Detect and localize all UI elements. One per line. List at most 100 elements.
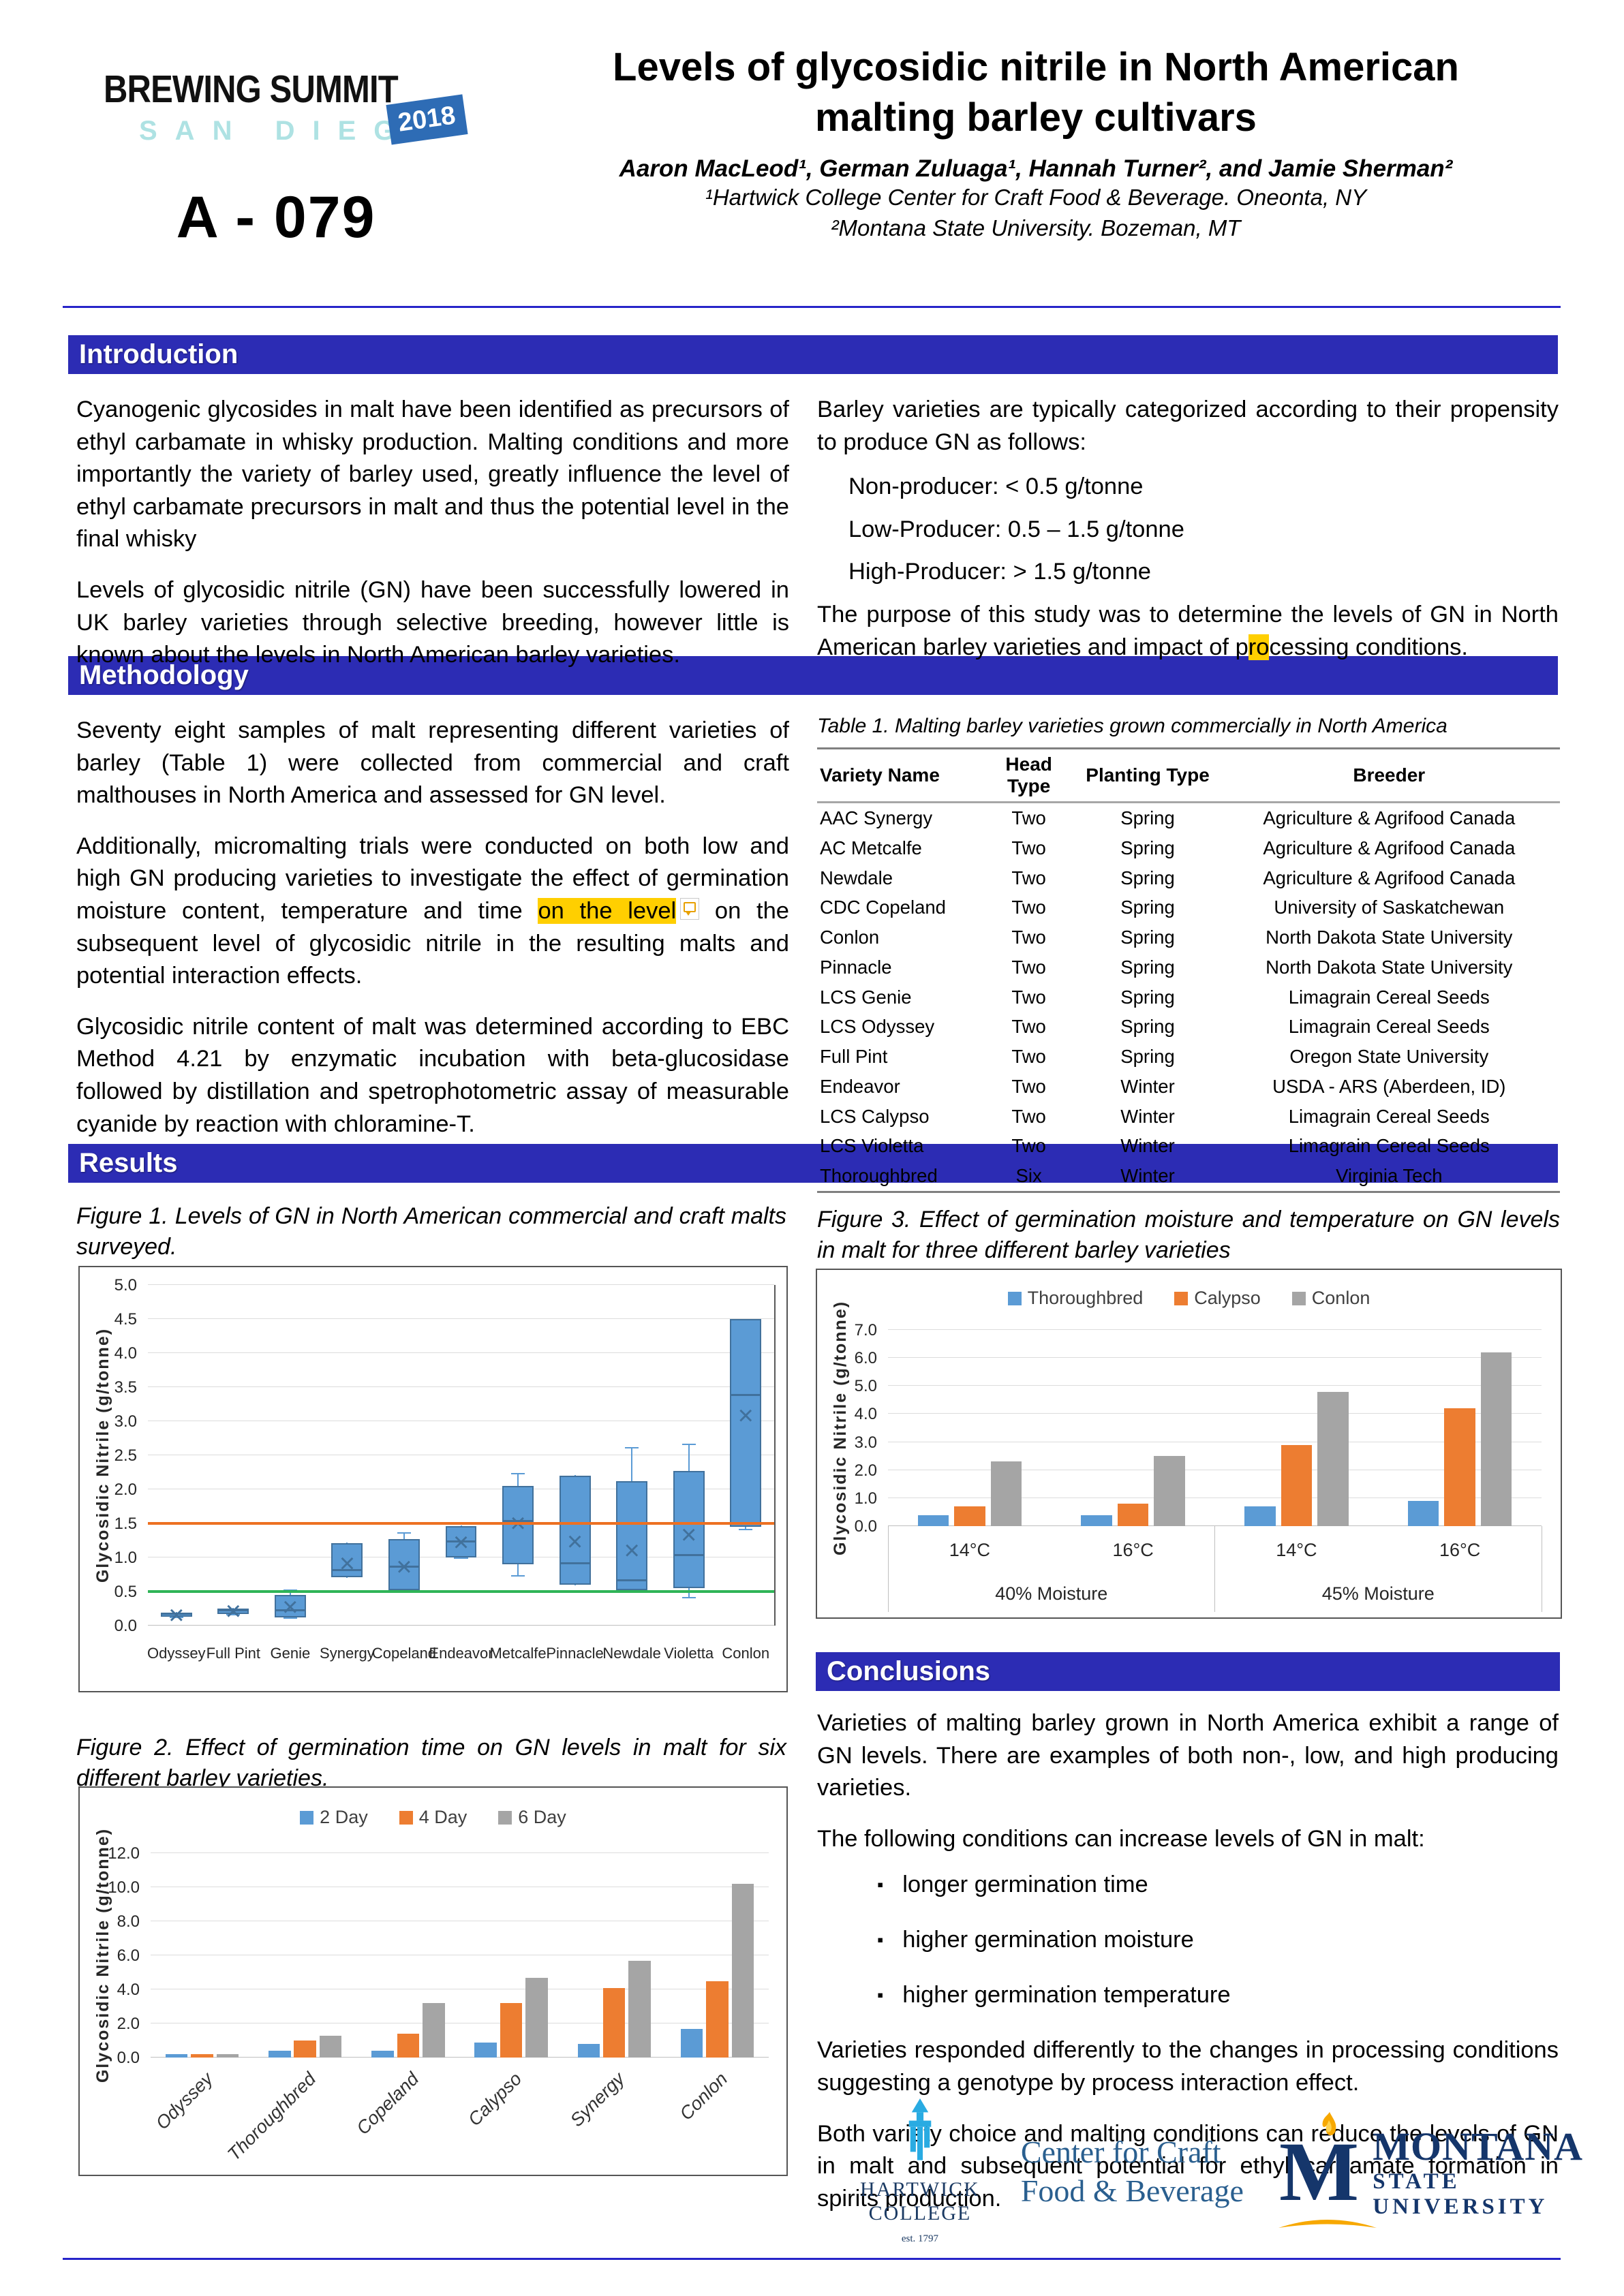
x-tick-label: Odyssey xyxy=(151,2068,217,2134)
y-tick-label: 3.5 xyxy=(114,1378,137,1397)
gridline xyxy=(148,1352,774,1353)
table1-cell: Spring xyxy=(1120,1046,1175,1067)
median-line xyxy=(388,1566,420,1568)
median-line xyxy=(274,1609,306,1611)
table1-cell: LCS Odyssey xyxy=(820,1016,935,1038)
table1-cell: Winter xyxy=(1120,1105,1175,1127)
gridline xyxy=(148,1625,774,1626)
msu-m-letter: M xyxy=(1279,2124,1360,2218)
table1-cell: Two xyxy=(1011,807,1046,828)
box xyxy=(388,1539,420,1590)
table1-row: LCS Genie Two Spring Limagrain Cereal Seeds xyxy=(817,982,1560,1012)
table1-cell: Two xyxy=(1011,1075,1046,1097)
bar-4 Day xyxy=(191,2054,213,2058)
introduction-left-column: Cyanogenic glycosides in malt have been … xyxy=(76,394,789,690)
x-tick-label: Endeavor xyxy=(429,1645,493,1662)
mean-marker: × xyxy=(339,1549,356,1579)
logo-san-diego-text: SAN DIEGO xyxy=(139,116,452,146)
bar-Conlon xyxy=(1317,1391,1349,1526)
legend-swatch xyxy=(300,1810,314,1825)
table1-cell: LCS Calypso xyxy=(820,1105,930,1127)
bar-Conlon xyxy=(990,1461,1022,1526)
legend-item-2 Day: 2 Day xyxy=(300,1807,368,1828)
y-tick-label: 3.0 xyxy=(114,1412,137,1431)
bar-2 Day xyxy=(269,2051,291,2058)
bar-6 Day xyxy=(319,2035,342,2058)
x-tick-label: Conlon xyxy=(722,1645,770,1662)
y-tick-label: 4.0 xyxy=(854,1405,877,1424)
legend-item-Calypso: Calypso xyxy=(1174,1288,1261,1309)
legend-label: 4 Day xyxy=(418,1807,468,1827)
y-tick-label: 0.5 xyxy=(114,1583,137,1601)
table1-row: LCS Violetta Two Winter Limagrain Cereal Se… xyxy=(817,1131,1560,1161)
conclusions-bullet-1: ▪ longer germination time xyxy=(817,1869,1559,1901)
bar-Calypso xyxy=(1117,1504,1149,1526)
bullet-text: higher germination temperature xyxy=(902,1982,1231,2008)
table1-cell: Agriculture & Agrifood Canada xyxy=(1263,837,1516,858)
x-tick-label: Violetta xyxy=(664,1645,714,1662)
axis-divider xyxy=(887,1526,889,1612)
bar-2 Day xyxy=(474,2042,497,2058)
bar-4 Day xyxy=(397,2034,420,2058)
comment-highlight: ro xyxy=(1248,634,1270,660)
y-tick-label: 1.0 xyxy=(114,1549,137,1567)
x-tick-label: Pinnacle xyxy=(546,1645,604,1662)
msu-wordmark: MONTANA STATE UNIVERSITY xyxy=(1373,2124,1599,2220)
bar-4 Day xyxy=(294,2041,316,2058)
table1-cell: CDC Copeland xyxy=(820,897,946,918)
whisker-cap-bottom xyxy=(681,1597,696,1598)
median-line xyxy=(502,1520,534,1522)
figure3-caption: Figure 3. Effect of germination moisture… xyxy=(817,1207,1560,1263)
y-tick-label: 1.5 xyxy=(114,1515,137,1533)
intro-paragraph-2: Levels of glycosidic nitrile (GN) have b… xyxy=(76,577,789,668)
table1-cell: Six xyxy=(980,1161,1077,1193)
mean-marker: × xyxy=(737,1401,754,1431)
x-tick-label: 14°C xyxy=(1276,1540,1317,1560)
intro-category-non-producer: Non-producer: < 0.5 g/tonne xyxy=(848,474,1144,500)
mean-marker: × xyxy=(624,1536,640,1566)
bullet-text: higher germination moisture xyxy=(902,1927,1194,1953)
table1-header-cell: Planting Type xyxy=(1077,747,1219,803)
gridline xyxy=(151,2057,769,2058)
hartwick-logo-block: HARTWICK COLLEGE est. 1797 xyxy=(860,2098,980,2245)
bar-Thoroughbred xyxy=(1244,1506,1276,1526)
table1-cell: Agriculture & Agrifood Canada xyxy=(1263,807,1516,828)
legend-swatch xyxy=(399,1810,413,1825)
table1-cell: North Dakota State University xyxy=(1266,927,1513,948)
table1-cell: Limagrain Cereal Seeds xyxy=(1288,986,1490,1008)
whisker-cap-top xyxy=(681,1444,696,1445)
msu-m-icon: M xyxy=(1276,2111,1377,2232)
box xyxy=(331,1543,363,1577)
y-axis-title: Glycosidic Nitrile (g/tonne) xyxy=(93,1827,112,2083)
brewing-summit-logo: BREWING SUMMIT SAN DIEGO 2018 xyxy=(104,67,512,196)
mean-marker: × xyxy=(453,1527,470,1557)
methodology-p2-post: on the subsequent level of glycosidic ni… xyxy=(76,898,789,989)
y-tick-label: 8.0 xyxy=(117,1912,140,1931)
table1-cell: Two xyxy=(1011,927,1046,948)
msu-name-line2: STATE UNIVERSITY xyxy=(1373,2169,1548,2219)
y-tick-label: 0.0 xyxy=(854,1517,877,1536)
plot-right-border xyxy=(774,1285,776,1626)
median-line xyxy=(160,1613,192,1615)
msu-flame-icon xyxy=(1322,2111,1336,2135)
methodology-left-column: Seventy eight samples of malt representi… xyxy=(76,715,789,1159)
intro-category-low-producer: Low-Producer: 0.5 – 1.5 g/tonne xyxy=(848,516,1184,542)
bar-6 Day xyxy=(216,2054,239,2058)
table1-cell: Two xyxy=(1011,1046,1046,1067)
table1-cell: Two xyxy=(1011,1135,1046,1157)
methodology-paragraph-2: Additionally, micromalting trials were c… xyxy=(76,831,789,993)
comment-marker-icon xyxy=(680,898,700,920)
y-tick-label: 7.0 xyxy=(854,1321,877,1339)
bar-Calypso xyxy=(1444,1408,1475,1526)
legend-item-Thoroughbred: Thoroughbred xyxy=(1007,1288,1143,1309)
gridline xyxy=(151,1852,769,1853)
table1-row: Thoroughbred Six Winter Virginia Tech xyxy=(817,1161,1560,1193)
conclusions-bullet-2: ▪ higher germination moisture xyxy=(817,1924,1559,1956)
whisker-cap-top xyxy=(510,1473,525,1474)
table1-row: CDC Copeland Two Spring University of Saska… xyxy=(817,893,1560,922)
table1-cell: Two xyxy=(1011,867,1046,888)
x-tick-label: Synergy xyxy=(320,1645,375,1662)
y-axis-title: Glycosidic Nitrile (g/tonne) xyxy=(93,1327,112,1583)
bar-4 Day xyxy=(706,1981,729,2058)
mean-marker: × xyxy=(168,1600,185,1630)
